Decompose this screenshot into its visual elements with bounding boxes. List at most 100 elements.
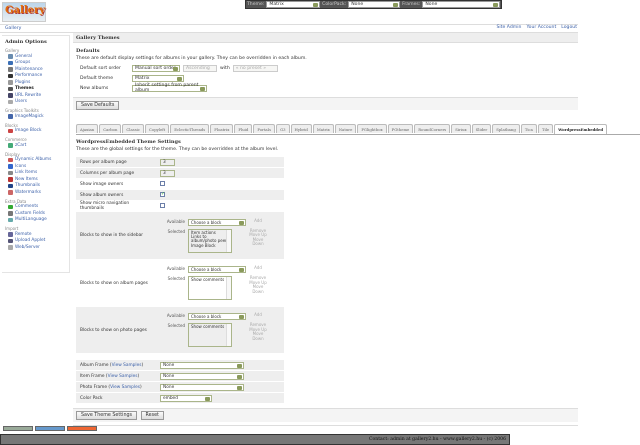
save-defaults-button[interactable]: Save Defaults	[76, 101, 120, 110]
show-album-owners-checkbox[interactable]	[160, 191, 165, 197]
new-albums-select[interactable]: Inherit settings from parent album	[132, 83, 207, 93]
site-admin-link[interactable]: Site Admin	[496, 25, 522, 30]
color-pack-select[interactable]: embed	[160, 394, 212, 402]
sidebar-item-label: Groups	[15, 60, 31, 66]
sidebar-item-themes[interactable]: Themes	[5, 86, 66, 93]
logout-link[interactable]: Logout	[561, 25, 577, 30]
sidebar-item-maintenance[interactable]: Maintenance	[5, 66, 66, 73]
photo-frame-samples-link[interactable]: View Samples	[110, 384, 140, 390]
tab-nature[interactable]: Nature	[334, 124, 357, 133]
move-down-button[interactable]: Move Down	[252, 236, 264, 246]
sidebar-list-scrollbar[interactable]	[226, 229, 231, 252]
selected-block-item[interactable]: Links to album/photo peers	[191, 233, 229, 244]
tab-pglightbox[interactable]: PGlightbox	[357, 124, 387, 133]
album-frame-samples-link[interactable]: View Samples	[111, 362, 142, 368]
album-available-select[interactable]: Choose a block	[188, 266, 246, 273]
tab-portais[interactable]: PortaIs	[253, 124, 276, 133]
frames-select[interactable]: None	[422, 1, 500, 8]
gallery-badge[interactable]	[67, 426, 97, 431]
tab-splatbang[interactable]: Splatbang	[492, 124, 520, 133]
remove-button[interactable]: Remove	[249, 227, 267, 233]
sidebar-item-general[interactable]: General	[5, 53, 66, 60]
tab-ajaxian[interactable]: Ajaxian	[76, 124, 99, 133]
tab-tile[interactable]: Tile	[537, 124, 554, 133]
move-down-button[interactable]: Move Down	[252, 331, 264, 341]
remove-button[interactable]: Remove	[249, 322, 267, 327]
sidebar-item-remote[interactable]: Remote	[5, 231, 66, 238]
tab-siriux[interactable]: Siriux	[451, 124, 471, 133]
selected-block-item[interactable]: Item actions	[191, 229, 216, 235]
sidebar-item-plugins[interactable]: Plugins	[5, 79, 66, 86]
selected-block-item[interactable]: Show comments	[191, 277, 225, 282]
selected-block-item[interactable]: Image Block	[191, 242, 216, 248]
photo-list-scrollbar[interactable]	[226, 324, 231, 346]
item-frame-samples-link[interactable]: View Samples	[107, 373, 138, 379]
your-account-link[interactable]: Your Account	[526, 25, 557, 30]
add-button[interactable]: Add	[254, 217, 262, 223]
sidebar-item-new-items[interactable]: New Items	[5, 176, 66, 183]
sidebar-available-select[interactable]: Choose a block	[188, 218, 246, 226]
remove-button[interactable]: Remove	[249, 275, 267, 280]
sidebar-item-custom-fields[interactable]: Custom Fields	[5, 210, 66, 217]
album-selected-list[interactable]: Show comments	[188, 276, 232, 300]
sidebar-item-comments[interactable]: Comments	[5, 204, 66, 211]
sidebar-item-multilanguage[interactable]: MultiLanguage	[5, 217, 66, 224]
sidebar-selected-list[interactable]: Item actions Links to album/photo peers Im…	[188, 228, 232, 253]
move-down-button[interactable]: Move Down	[252, 284, 264, 294]
save-theme-settings-button[interactable]: Save Theme Settings	[76, 411, 138, 420]
theme-select[interactable]: Matrix	[266, 1, 321, 8]
add-button[interactable]: Add	[254, 265, 262, 270]
tab-eclecticthreads[interactable]: EclecticThreads	[170, 124, 210, 133]
sidebar-item-users[interactable]: Users	[5, 99, 66, 106]
tab-carbon[interactable]: Carbon	[99, 124, 122, 133]
colorpack-select[interactable]: None	[348, 1, 401, 8]
move-up-button[interactable]: Move Up	[249, 326, 267, 332]
show-image-owners-checkbox[interactable]	[160, 180, 165, 186]
sidebar-item-web-server[interactable]: Web/Server	[5, 244, 66, 251]
sidebar-item-imagemagick[interactable]: ImageMagick	[5, 113, 66, 120]
sidebar-item-link-items[interactable]: Link Items	[5, 170, 66, 177]
xhtml-badge[interactable]	[3, 426, 33, 431]
tab-matrix[interactable]: Matrix	[312, 124, 334, 133]
tab-hybrid[interactable]: Hybrid	[290, 124, 312, 133]
tab-fluid[interactable]: Fluid	[234, 124, 253, 133]
sidebar-item-watermarks[interactable]: Watermarks	[5, 189, 66, 196]
sidebar-item-performance[interactable]: Performance	[5, 73, 66, 80]
gallery-powered-badge[interactable]	[35, 426, 65, 431]
gallery-logo[interactable]: Gallery	[2, 2, 46, 22]
micro-navigation-checkbox[interactable]	[160, 202, 165, 208]
photo-frame-select[interactable]: None	[160, 383, 244, 391]
sidebar-item-groups[interactable]: Groups	[5, 60, 66, 67]
sidebar-item-dynamic-albums[interactable]: Dynamic Albums	[5, 157, 66, 164]
sort-order-select[interactable]: Manual sort order	[132, 64, 180, 72]
breadcrumb-gallery-link[interactable]: Gallery	[5, 26, 22, 31]
sidebar-item-icons[interactable]: Icons	[5, 163, 66, 170]
sidebar-item-url-rewrite[interactable]: URL Rewrite	[5, 92, 66, 99]
add-button[interactable]: Add	[254, 312, 262, 317]
photo-available-select[interactable]: Choose a block	[188, 313, 246, 320]
sidebar-item-thumbnails[interactable]: Thumbnails	[5, 183, 66, 190]
reset-button[interactable]: Reset	[140, 411, 164, 420]
tab-tica[interactable]: Tica	[520, 124, 537, 133]
tab-pgtheme[interactable]: PGtheme	[387, 124, 414, 133]
tab-slider[interactable]: Slider	[471, 124, 492, 133]
tab-classic[interactable]: Classic	[122, 124, 145, 133]
tab-copyleft[interactable]: Copyleft	[145, 124, 170, 133]
selected-block-item[interactable]: Show comments	[191, 324, 225, 329]
rows-per-page-input[interactable]: 3	[160, 158, 175, 166]
columns-per-page-input[interactable]: 3	[160, 169, 175, 177]
tab-wordpressembedded[interactable]: WordpressEmbedded	[554, 124, 608, 134]
tab-g3[interactable]: G3	[276, 124, 290, 133]
album-frame-select[interactable]: None	[160, 361, 244, 369]
default-theme-select[interactable]: Matrix	[132, 74, 184, 82]
tab-floatrix[interactable]: Floatrix	[210, 124, 234, 133]
move-up-button[interactable]: Move Up	[249, 232, 267, 237]
tab-roundcorners[interactable]: RoundCorners	[414, 124, 451, 133]
photo-selected-list[interactable]: Show comments	[188, 323, 232, 347]
album-list-scrollbar[interactable]	[226, 277, 231, 299]
sidebar-item-zcart[interactable]: zCart	[5, 142, 66, 149]
move-up-button[interactable]: Move Up	[249, 279, 267, 285]
item-frame-select[interactable]: None	[160, 372, 244, 380]
sidebar-item-image-block[interactable]: Image Block	[5, 128, 66, 135]
sidebar-item-upload-applet[interactable]: Upload Applet	[5, 238, 66, 245]
